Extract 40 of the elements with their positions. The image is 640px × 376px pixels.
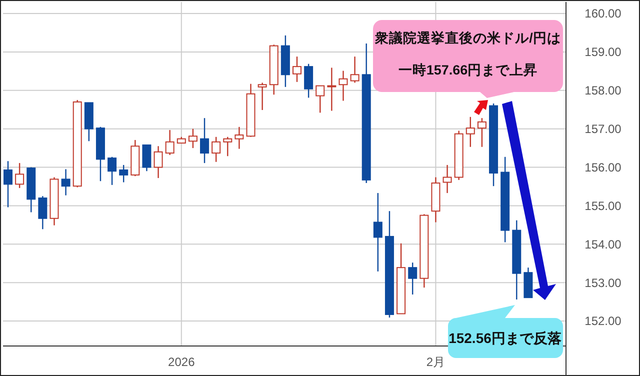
candlestick bbox=[142, 144, 152, 172]
x-tick-label: 2026 bbox=[168, 355, 196, 370]
candlestick bbox=[119, 164, 128, 183]
candlestick bbox=[38, 196, 48, 230]
candlestick bbox=[188, 128, 198, 149]
candlestick bbox=[304, 63, 314, 98]
annotation: 一時157.66円まで上昇 bbox=[398, 62, 538, 78]
candlestick bbox=[165, 129, 174, 156]
candlestick bbox=[212, 136, 221, 162]
candlestick bbox=[477, 117, 486, 148]
y-tick-label: 158.00 bbox=[584, 84, 622, 98]
candlestick bbox=[223, 136, 232, 157]
y-tick-label: 160.00 bbox=[584, 6, 622, 21]
candlestick bbox=[373, 192, 382, 272]
candlestick bbox=[61, 168, 70, 196]
candlestick bbox=[327, 67, 336, 112]
candlestick bbox=[292, 56, 302, 83]
candlestick bbox=[408, 262, 418, 296]
candlestick bbox=[466, 116, 475, 148]
y-tick-label: 154.00 bbox=[584, 237, 622, 252]
candlestick bbox=[200, 117, 210, 164]
candlestick bbox=[15, 162, 24, 189]
candlestick bbox=[316, 85, 325, 114]
y-tick-label: 159.00 bbox=[584, 45, 622, 60]
x-tick-label: 2月 bbox=[426, 355, 446, 370]
y-tick-label: 155.00 bbox=[584, 198, 622, 213]
candlestick bbox=[442, 164, 452, 194]
candlestick bbox=[154, 146, 163, 179]
y-tick-label: 152.00 bbox=[584, 314, 622, 328]
y-tick-label: 157.00 bbox=[584, 122, 622, 136]
candlestick bbox=[338, 70, 348, 102]
y-tick-label: 156.00 bbox=[584, 160, 622, 174]
annotation: 152.56円まで反落 bbox=[448, 330, 562, 346]
candlestick bbox=[234, 126, 244, 150]
y-tick-label: 153.00 bbox=[584, 276, 622, 290]
annotation: 衆議院選挙直後の米ドル/円は bbox=[374, 30, 561, 46]
candlestick bbox=[258, 82, 267, 111]
candlestick bbox=[4, 160, 12, 208]
candlestick bbox=[350, 56, 360, 84]
candlestick bbox=[108, 156, 117, 186]
